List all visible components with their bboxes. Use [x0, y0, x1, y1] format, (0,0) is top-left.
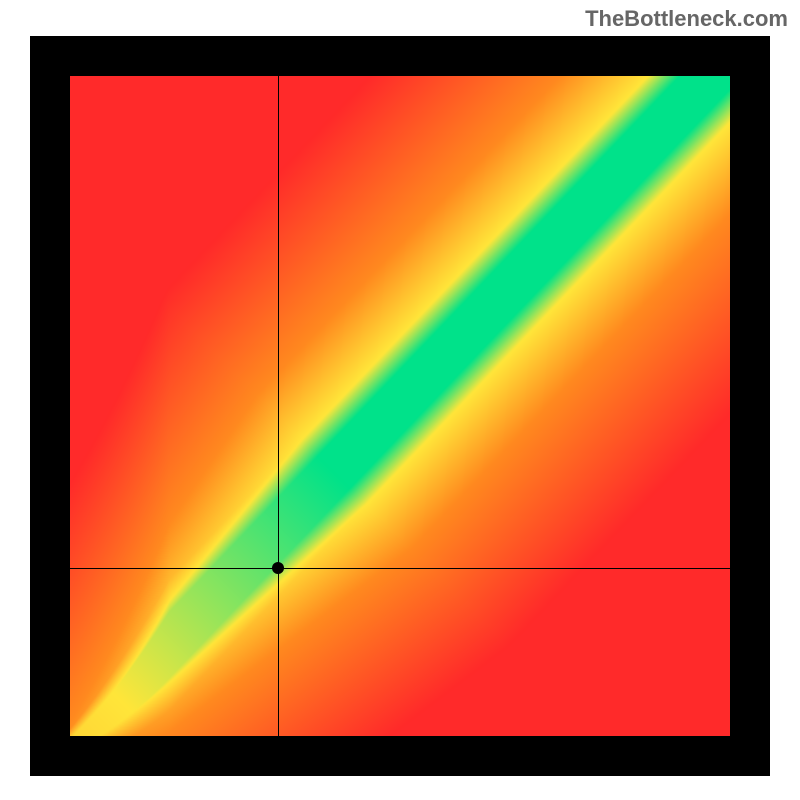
crosshair-vertical-line [278, 76, 279, 736]
watermark-text: TheBottleneck.com [585, 6, 788, 32]
chart-outer-frame [30, 36, 770, 776]
heatmap-plot-area [70, 76, 730, 736]
crosshair-horizontal-line [70, 568, 730, 569]
crosshair-marker [272, 562, 284, 574]
chart-container: TheBottleneck.com [0, 0, 800, 800]
heatmap-canvas [70, 76, 730, 736]
